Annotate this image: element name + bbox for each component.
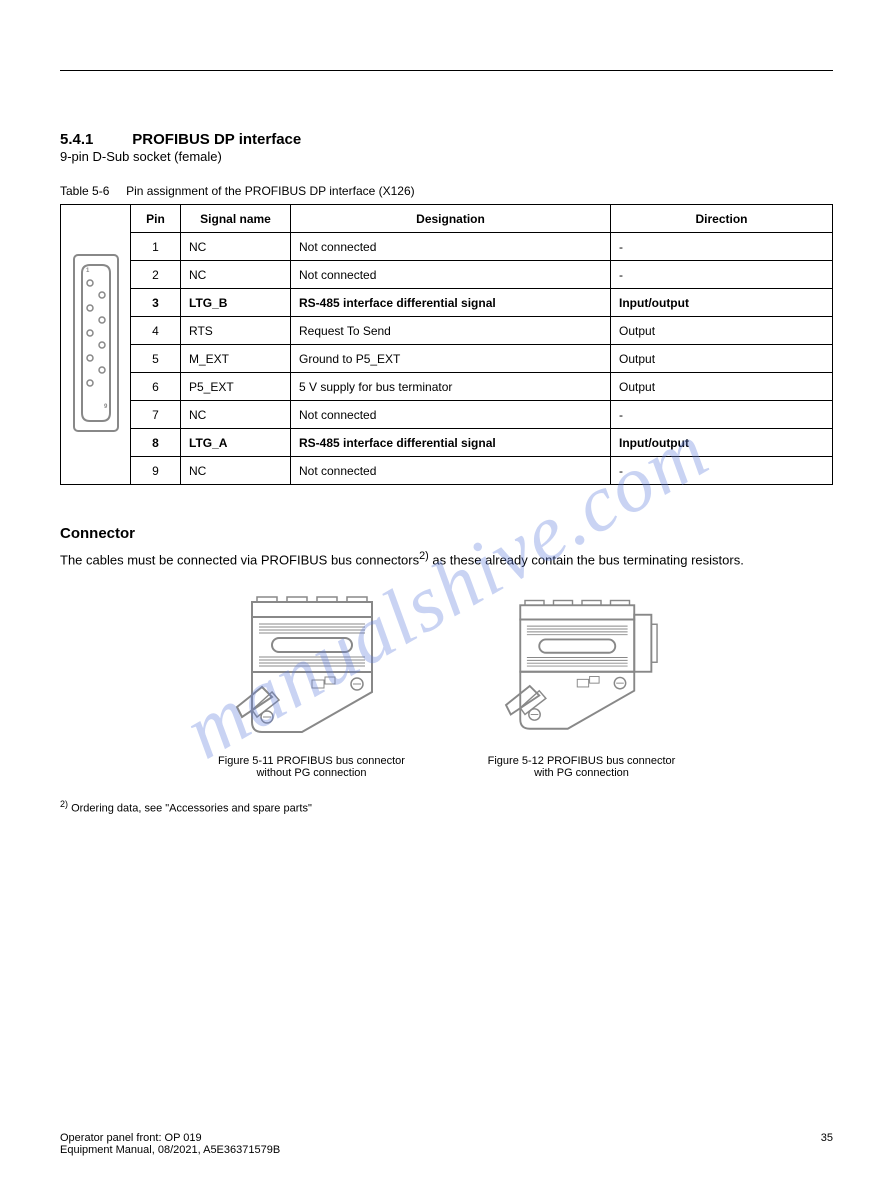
table-row: 8 LTG_A RS-485 interface differential si… <box>61 429 833 457</box>
table-row: 9 NC Not connected - <box>61 457 833 485</box>
pin-cell: 2 <box>131 261 181 289</box>
table-caption: Table 5-6 Pin assignment of the PROFIBUS… <box>60 184 833 198</box>
desig-cell: Request To Send <box>291 317 611 345</box>
desig-cell: RS-485 interface differential signal <box>291 289 611 317</box>
pin-cell: 7 <box>131 401 181 429</box>
footer-line1: Operator panel front: OP 019 <box>60 1132 280 1144</box>
dir-cell: Output <box>611 317 833 345</box>
signal-cell: LTG_A <box>181 429 291 457</box>
svg-text:1: 1 <box>86 268 90 274</box>
pin-cell: 1 <box>131 233 181 261</box>
footer-page-number: 35 <box>821 1132 833 1156</box>
pin-cell: 9 <box>131 457 181 485</box>
dir-cell: Input/output <box>611 429 833 457</box>
signal-cell: RTS <box>181 317 291 345</box>
caption-prefix: Table 5-6 <box>60 184 109 198</box>
connector-section: Connector The cables must be connected v… <box>60 525 833 815</box>
svg-text:9: 9 <box>104 404 108 410</box>
figure-1: Figure 5-11 PROFIBUS bus connector witho… <box>212 592 412 779</box>
caption-text: Pin assignment of the PROFIBUS DP interf… <box>126 184 415 198</box>
dir-cell: - <box>611 457 833 485</box>
figure2-caption: Figure 5-12 PROFIBUS bus connector with … <box>482 755 682 779</box>
pin-cell: 8 <box>131 429 181 457</box>
pin-assignment-table: 1 9 Pin Signal name Designation Directio… <box>60 204 833 485</box>
section-header: 5.4.1 PROFIBUS DP interface <box>60 131 833 149</box>
profibus-connector-no-pg-icon <box>217 592 407 742</box>
connector-image-cell: 1 9 <box>61 205 131 485</box>
dir-cell: - <box>611 401 833 429</box>
footer-left: Operator panel front: OP 019 Equipment M… <box>60 1132 280 1156</box>
dir-cell: - <box>611 261 833 289</box>
connector-text: The cables must be connected via PROFIBU… <box>60 550 833 567</box>
table-row: 4 RTS Request To Send Output <box>61 317 833 345</box>
col-pin: Pin <box>131 205 181 233</box>
desig-cell: 5 V supply for bus terminator <box>291 373 611 401</box>
desig-cell: RS-485 interface differential signal <box>291 429 611 457</box>
desig-cell: Not connected <box>291 233 611 261</box>
table-row: 3 LTG_B RS-485 interface differential si… <box>61 289 833 317</box>
table-row: 6 P5_EXT 5 V supply for bus terminator O… <box>61 373 833 401</box>
header-rule <box>60 70 833 71</box>
desig-cell: Ground to P5_EXT <box>291 345 611 373</box>
pin-cell: 3 <box>131 289 181 317</box>
table-row: 2 NC Not connected - <box>61 261 833 289</box>
col-designation: Designation <box>291 205 611 233</box>
footer-line2: Equipment Manual, 08/2021, A5E36371579B <box>60 1144 280 1156</box>
profibus-connector-with-pg-icon <box>487 592 677 742</box>
figure-2: Figure 5-12 PROFIBUS bus connector with … <box>482 592 682 779</box>
table-header-row: 1 9 Pin Signal name Designation Directio… <box>61 205 833 233</box>
signal-cell: LTG_B <box>181 289 291 317</box>
signal-cell: NC <box>181 401 291 429</box>
section-title: PROFIBUS DP interface <box>132 131 301 148</box>
desig-cell: Not connected <box>291 457 611 485</box>
desig-cell: Not connected <box>291 261 611 289</box>
col-signal: Signal name <box>181 205 291 233</box>
db9-connector-icon: 1 9 <box>72 253 120 433</box>
section-number: 5.4.1 <box>60 131 93 148</box>
connector-type-text: 9-pin D-Sub socket (female) <box>60 149 833 164</box>
dir-cell: Output <box>611 373 833 401</box>
figures-row: Figure 5-11 PROFIBUS bus connector witho… <box>60 592 833 779</box>
col-direction: Direction <box>611 205 833 233</box>
signal-cell: NC <box>181 261 291 289</box>
figure1-caption: Figure 5-11 PROFIBUS bus connector witho… <box>212 755 412 779</box>
signal-cell: P5_EXT <box>181 373 291 401</box>
dir-cell: Input/output <box>611 289 833 317</box>
pin-cell: 5 <box>131 345 181 373</box>
footnote: 2) Ordering data, see "Accessories and s… <box>60 799 833 815</box>
signal-cell: NC <box>181 457 291 485</box>
signal-cell: M_EXT <box>181 345 291 373</box>
table-row: 1 NC Not connected - <box>61 233 833 261</box>
pin-cell: 6 <box>131 373 181 401</box>
signal-cell: NC <box>181 233 291 261</box>
pin-cell: 4 <box>131 317 181 345</box>
footer: Operator panel front: OP 019 Equipment M… <box>60 1132 833 1156</box>
desig-cell: Not connected <box>291 401 611 429</box>
connector-heading: Connector <box>60 525 833 542</box>
table-row: 5 M_EXT Ground to P5_EXT Output <box>61 345 833 373</box>
dir-cell: Output <box>611 345 833 373</box>
table-row: 7 NC Not connected - <box>61 401 833 429</box>
dir-cell: - <box>611 233 833 261</box>
